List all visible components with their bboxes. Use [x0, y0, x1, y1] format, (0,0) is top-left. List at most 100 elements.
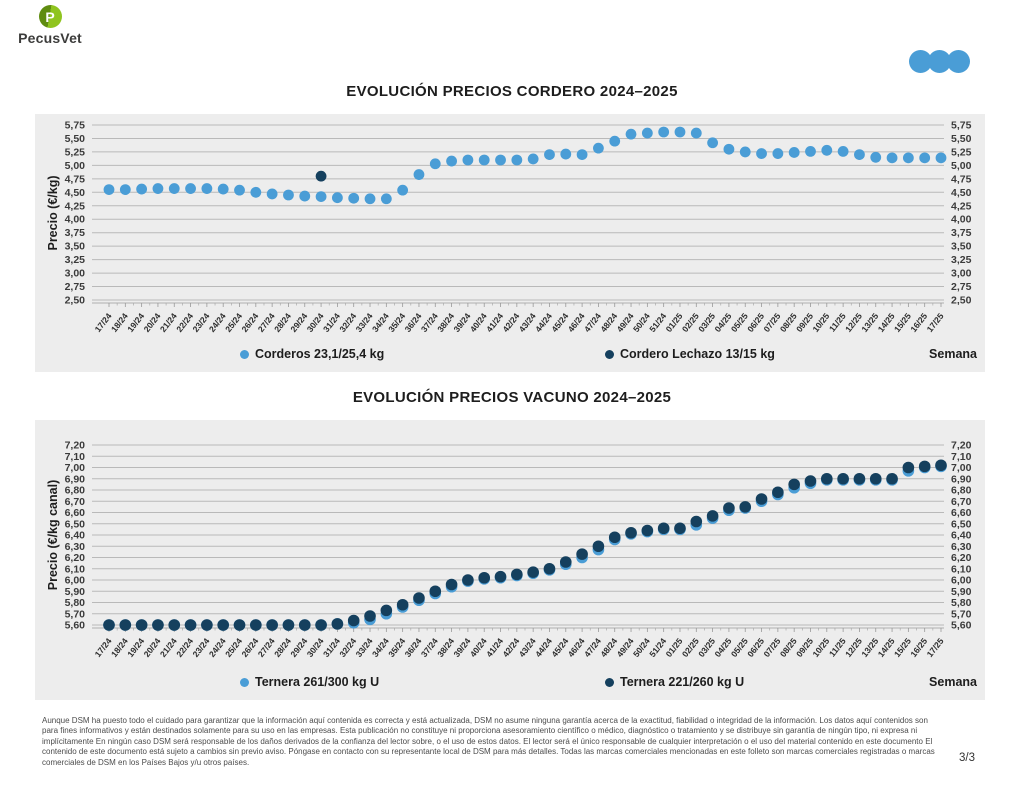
svg-text:13/25: 13/25 [859, 636, 880, 659]
cordero-chart-title: EVOLUCIÓN PRECIOS CORDERO 2024–2025 [346, 83, 678, 100]
svg-text:3,00: 3,00 [951, 268, 972, 280]
svg-text:48/24: 48/24 [598, 636, 619, 659]
svg-text:6,90: 6,90 [951, 473, 972, 485]
svg-text:5,00: 5,00 [951, 160, 972, 172]
svg-text:04/25: 04/25 [713, 311, 734, 334]
svg-text:5,60: 5,60 [951, 620, 972, 632]
svg-text:27/24: 27/24 [256, 636, 277, 659]
legend-item-corderos: Corderos 23,1/25,4 kg [240, 347, 384, 361]
svg-text:3,75: 3,75 [65, 227, 86, 239]
svg-text:6,70: 6,70 [951, 496, 972, 508]
svg-text:4,75: 4,75 [65, 173, 86, 185]
x-axis-label: Semana [929, 347, 977, 361]
svg-text:19/24: 19/24 [125, 636, 146, 659]
svg-text:28/24: 28/24 [272, 311, 293, 334]
svg-text:6,00: 6,00 [951, 575, 972, 587]
svg-text:13/25: 13/25 [859, 311, 880, 334]
svg-text:02/25: 02/25 [680, 636, 701, 659]
svg-text:08/25: 08/25 [778, 636, 799, 659]
svg-text:23/24: 23/24 [190, 636, 211, 659]
svg-text:6,70: 6,70 [65, 496, 86, 508]
page-header: P PecusVet [0, 0, 1024, 76]
svg-text:18/24: 18/24 [109, 636, 130, 659]
svg-text:34/24: 34/24 [370, 311, 391, 334]
svg-text:16/25: 16/25 [908, 311, 929, 334]
svg-text:21/24: 21/24 [158, 636, 179, 659]
legend-dot-icon [605, 349, 614, 359]
svg-text:5,90: 5,90 [951, 586, 972, 598]
x-axis-label: Semana [929, 675, 977, 689]
svg-text:47/24: 47/24 [582, 636, 603, 659]
svg-text:15/25: 15/25 [892, 311, 913, 334]
svg-text:5,80: 5,80 [951, 597, 972, 609]
svg-text:51/24: 51/24 [647, 636, 668, 659]
svg-text:4,00: 4,00 [951, 214, 972, 226]
svg-text:3,50: 3,50 [65, 241, 86, 253]
svg-text:12/25: 12/25 [843, 636, 864, 659]
svg-text:27/24: 27/24 [256, 311, 277, 334]
svg-text:22/24: 22/24 [174, 636, 195, 659]
svg-text:21/24: 21/24 [158, 311, 179, 334]
svg-text:06/25: 06/25 [745, 311, 766, 334]
svg-text:14/25: 14/25 [876, 636, 897, 659]
svg-text:17/25: 17/25 [925, 311, 946, 334]
svg-text:02/25: 02/25 [680, 311, 701, 334]
svg-text:7,00: 7,00 [951, 462, 972, 474]
svg-text:41/24: 41/24 [484, 311, 505, 334]
svg-text:2,50: 2,50 [951, 295, 972, 307]
svg-text:4,25: 4,25 [951, 200, 972, 212]
svg-text:09/25: 09/25 [794, 311, 815, 334]
svg-text:6,40: 6,40 [65, 530, 86, 542]
page-number: 3/3 [959, 751, 975, 764]
svg-text:3,00: 3,00 [65, 268, 86, 280]
svg-text:6,40: 6,40 [951, 530, 972, 542]
svg-text:09/25: 09/25 [794, 636, 815, 659]
svg-text:10/25: 10/25 [810, 636, 831, 659]
svg-text:29/24: 29/24 [288, 311, 309, 334]
svg-text:5,70: 5,70 [65, 608, 86, 620]
svg-text:41/24: 41/24 [484, 636, 505, 659]
svg-text:6,80: 6,80 [951, 485, 972, 497]
svg-text:6,50: 6,50 [65, 518, 86, 530]
svg-text:6,30: 6,30 [951, 541, 972, 553]
svg-text:6,60: 6,60 [65, 507, 86, 519]
page-footer: Aunque DSM ha puesto todo el cuidado par… [42, 716, 982, 768]
svg-text:12/25: 12/25 [843, 311, 864, 334]
legend-dot-icon [240, 677, 249, 687]
legend-item-ternera-221-260: Ternera 221/260 kg U [605, 675, 744, 689]
svg-text:23/24: 23/24 [190, 311, 211, 334]
svg-text:6,10: 6,10 [65, 563, 86, 575]
svg-text:42/24: 42/24 [500, 636, 521, 659]
svg-text:06/25: 06/25 [745, 636, 766, 659]
svg-text:35/24: 35/24 [386, 311, 407, 334]
svg-text:51/24: 51/24 [647, 311, 668, 334]
svg-text:6,00: 6,00 [65, 575, 86, 587]
svg-text:6,90: 6,90 [65, 473, 86, 485]
svg-text:17/25: 17/25 [925, 636, 946, 659]
svg-text:35/24: 35/24 [386, 636, 407, 659]
svg-text:4,50: 4,50 [951, 187, 972, 199]
svg-text:26/24: 26/24 [239, 311, 260, 334]
svg-text:25/24: 25/24 [223, 636, 244, 659]
svg-text:46/24: 46/24 [566, 636, 587, 659]
svg-text:4,75: 4,75 [951, 173, 972, 185]
svg-text:4,50: 4,50 [65, 187, 86, 199]
svg-text:30/24: 30/24 [305, 311, 326, 334]
svg-text:36/24: 36/24 [403, 311, 424, 334]
legend-label: Ternera 261/300 kg U [255, 675, 380, 689]
svg-text:5,00: 5,00 [65, 160, 86, 172]
svg-text:44/24: 44/24 [533, 636, 554, 659]
svg-text:7,20: 7,20 [65, 440, 86, 452]
svg-text:37/24: 37/24 [419, 311, 440, 334]
logo-text: PecusVet [18, 30, 82, 46]
svg-text:6,20: 6,20 [65, 552, 86, 564]
svg-text:3,75: 3,75 [951, 227, 972, 239]
svg-text:43/24: 43/24 [517, 311, 538, 334]
legend-label: Ternera 221/260 kg U [620, 675, 745, 689]
svg-text:3,50: 3,50 [951, 241, 972, 253]
dot-icon [928, 50, 951, 73]
svg-text:05/25: 05/25 [729, 636, 750, 659]
svg-text:7,10: 7,10 [65, 451, 86, 463]
svg-text:04/25: 04/25 [713, 636, 734, 659]
svg-text:34/24: 34/24 [370, 636, 391, 659]
